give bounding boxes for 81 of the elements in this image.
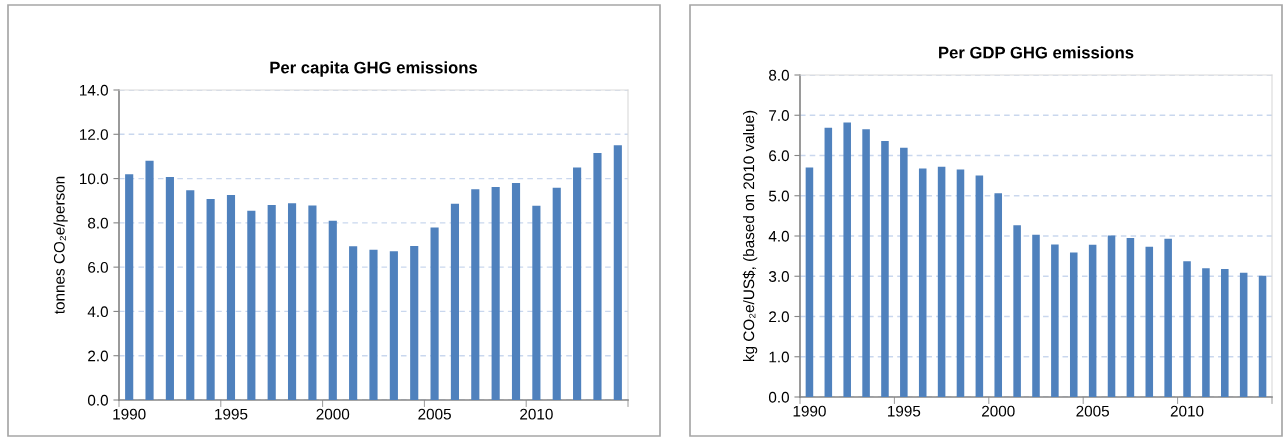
bar (613, 145, 622, 400)
bar (1051, 244, 1059, 397)
bar (328, 220, 337, 400)
x-tick-label: 2010 (1170, 405, 1204, 417)
bar (247, 210, 256, 400)
y-tick-label: 6.0 (88, 262, 108, 273)
bar (1258, 275, 1267, 397)
bar (389, 251, 398, 400)
bar (1145, 246, 1154, 397)
bar (1202, 268, 1210, 397)
bar (430, 227, 439, 400)
bar (552, 187, 561, 400)
chart-title: Per GDP GHG emissions (939, 46, 1134, 59)
bar (918, 168, 927, 397)
y-tick-label: 8.0 (88, 217, 108, 229)
bar (308, 205, 317, 400)
bar (824, 127, 833, 397)
bar (975, 175, 984, 397)
bar (450, 203, 460, 400)
y-tick-label: 4.0 (768, 230, 789, 242)
bar (532, 205, 541, 400)
chart-title: Per capita GHG emissions (270, 61, 478, 77)
bar (511, 183, 521, 400)
bar (1239, 272, 1248, 397)
bar (994, 193, 1003, 397)
bar (1126, 238, 1135, 397)
y-tick-label: 14.0 (80, 84, 108, 96)
bar (226, 194, 236, 400)
bar (165, 177, 174, 400)
y-tick-label: 0.0 (87, 394, 108, 406)
x-tick-label: 1990 (793, 405, 826, 417)
bar (843, 122, 851, 397)
x-tick-label: 2000 (982, 405, 1015, 417)
y-tick-label: 1.0 (769, 351, 789, 363)
bar (956, 169, 965, 397)
y-tick-label: 7.0 (769, 110, 789, 121)
bar (1088, 244, 1097, 397)
y-tick-label: 0.0 (768, 391, 789, 403)
x-tick-label: 2005 (418, 408, 451, 420)
y-tick-label: 10.0 (80, 173, 108, 185)
x-tick-label: 2005 (1076, 405, 1109, 417)
y-tick-label: 5.0 (768, 190, 789, 202)
bar (862, 129, 870, 397)
bar (1069, 252, 1078, 397)
x-tick-label: 2000 (316, 408, 350, 420)
bar (186, 190, 195, 400)
bar (1107, 235, 1116, 397)
bar (287, 203, 297, 400)
y-tick-label: 3.0 (768, 271, 789, 282)
y-tick-label: 8.0 (769, 69, 789, 81)
bar (491, 186, 500, 400)
bar (206, 198, 215, 400)
bar (369, 249, 378, 400)
bar (145, 160, 154, 400)
y-tick-label: 2.0 (88, 350, 108, 362)
bar (593, 152, 602, 400)
y-axis-title: kg CO₂e/US$, (based on 2010 value) (742, 110, 758, 362)
y-tick-label: 6.0 (769, 150, 789, 162)
y-axis-title: tonnes CO₂e/person (53, 176, 68, 314)
y-tick-label: 2.0 (769, 311, 789, 323)
x-tick-label: 1995 (888, 405, 921, 417)
bar (410, 245, 419, 400)
y-tick-label: 12.0 (80, 129, 108, 140)
bar (805, 167, 814, 397)
bar (267, 204, 276, 400)
x-tick-label: 1995 (215, 408, 248, 420)
bar (1221, 269, 1229, 397)
bar (900, 147, 908, 397)
bar (125, 174, 134, 400)
bar (573, 167, 582, 400)
y-tick-label: 4.0 (87, 306, 108, 318)
bar (1183, 261, 1191, 397)
x-tick-label: 1990 (113, 408, 146, 420)
bar (471, 189, 480, 400)
bar (1164, 238, 1172, 397)
bar (937, 166, 946, 397)
x-tick-label: 2010 (520, 408, 553, 420)
bar (1032, 234, 1040, 397)
bar (1013, 225, 1021, 397)
bar (881, 141, 889, 397)
bar (349, 246, 358, 400)
